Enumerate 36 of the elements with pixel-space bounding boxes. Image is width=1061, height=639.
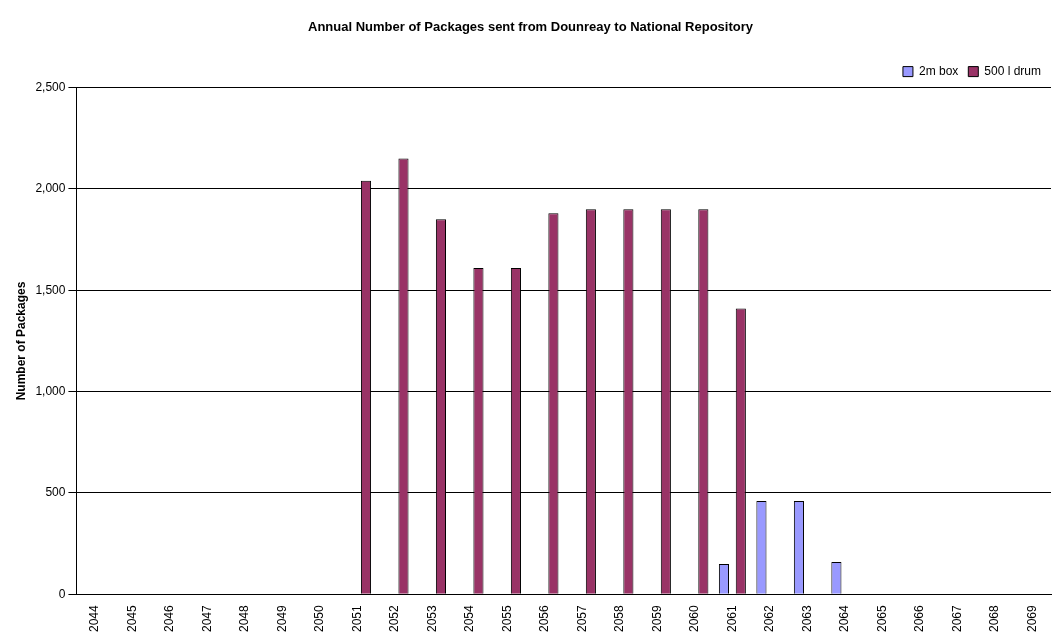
legend-label: 500 l drum [984, 63, 1042, 78]
x-tick-label: 2065 [874, 604, 889, 633]
x-tick-label: 2066 [912, 604, 927, 633]
x-tick-label: 2044 [87, 604, 102, 633]
y-tick-label: 500 [45, 485, 66, 500]
y-tick-label: 0 [58, 586, 66, 601]
y-tick-label: 2,500 [35, 79, 66, 94]
y-tick-label: 2,000 [35, 181, 66, 196]
x-tick-label: 2054 [462, 604, 477, 633]
x-tick-label: 2068 [987, 604, 1002, 633]
x-tick-label: 2069 [1024, 604, 1039, 633]
x-tick-label: 2067 [949, 604, 964, 633]
chart-title: Annual Number of Packages sent from Dounreay to National Repository [308, 19, 754, 35]
x-tick-label: 2057 [574, 604, 589, 633]
y-tick-label: 1,500 [35, 282, 66, 297]
x-tick-label: 2061 [724, 604, 739, 633]
x-tick-label: 2058 [612, 604, 627, 633]
y-tick-label: 1,000 [35, 383, 66, 398]
x-tick-label: 2051 [349, 604, 364, 633]
x-tick-label: 2059 [649, 604, 664, 633]
x-tick-label: 2046 [162, 604, 177, 633]
x-tick-label: 2053 [424, 604, 439, 633]
x-tick-label: 2055 [499, 604, 514, 633]
x-tick-label: 2052 [387, 604, 402, 633]
x-tick-label: 2064 [837, 604, 852, 633]
y-axis-title: Number of Packages [13, 281, 28, 401]
x-tick-label: 2045 [124, 604, 139, 633]
x-tick-label: 2063 [799, 604, 814, 633]
x-tick-label: 2048 [237, 604, 252, 633]
x-tick-label: 2050 [312, 604, 327, 633]
legend-label: 2m box [918, 63, 959, 78]
x-tick-label: 2062 [762, 604, 777, 633]
x-tick-label: 2049 [274, 604, 289, 633]
x-tick-label: 2060 [687, 604, 702, 633]
x-tick-label: 2056 [537, 604, 552, 633]
x-tick-label: 2047 [199, 604, 214, 633]
